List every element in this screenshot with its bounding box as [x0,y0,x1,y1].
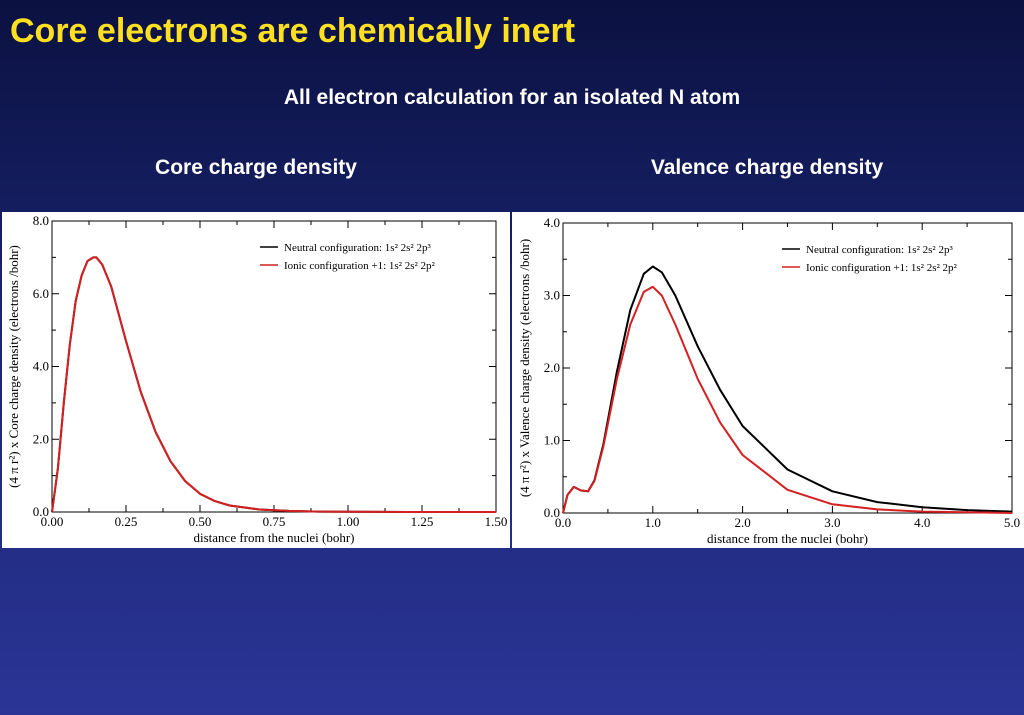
legend-label-1: Ionic configuration +1: 1s² 2s² 2p² [284,260,436,272]
y-tick-label: 1.0 [544,433,560,448]
x-tick-label: 1.00 [337,514,360,529]
y-tick-label: 4.0 [33,359,49,374]
y-tick-label: 0.0 [544,505,560,520]
x-tick-label: 0.25 [115,514,138,529]
y-tick-label: 2.0 [33,431,49,446]
slide-title: Core electrons are chemically inert [10,12,576,50]
y-tick-label: 6.0 [33,286,49,301]
x-tick-label: 1.25 [411,514,434,529]
legend-label-0: Neutral configuration: 1s² 2s² 2p³ [284,242,431,254]
core-density-plot: 0.00 0.25 0.50 0.75 1.00 1.25 1.50 0.0 2.0 4.0 6.0… [6,213,508,545]
y-tick-label: 8.0 [33,213,49,228]
x-tick-label: 5.0 [1004,515,1020,530]
y-axis-label: (4 π r²) x Valence charge density (elect… [517,239,532,497]
y-tick-label: 0.0 [33,504,49,519]
x-tick-label: 1.50 [485,514,508,529]
valence-chart-heading: Valence charge density [650,156,884,179]
y-tick-label: 2.0 [544,360,560,375]
y-tick-label: 3.0 [544,288,560,303]
series-line-1 [51,256,496,513]
x-tick-label: 2.0 [734,515,750,530]
legend-label-1: Ionic configuration +1: 1s² 2s² 2p² [806,262,958,274]
x-axis-label: distance from the nuclei (bohr) [707,531,868,546]
y-tick-label: 4.0 [544,215,560,230]
core-chart-heading: Core charge density [155,156,357,179]
x-tick-label: 0.00 [41,514,64,529]
x-tick-label: 0.0 [555,515,571,530]
x-tick-label: 0.75 [263,514,286,529]
series-line-1 [562,285,1013,514]
x-tick-label: 1.0 [645,515,661,530]
series-line-0 [562,265,1013,514]
x-tick-label: 0.50 [189,514,212,529]
x-axis-label: distance from the nuclei (bohr) [194,530,355,545]
x-tick-label: 3.0 [824,515,840,530]
legend-label-0: Neutral configuration: 1s² 2s² 2p³ [806,244,953,256]
core-density-chart: 0.00 0.25 0.50 0.75 1.00 1.25 1.50 0.0 2.0 4.0 6.0… [2,212,510,548]
series-line-0 [51,256,496,513]
x-tick-label: 4.0 [914,515,930,530]
valence-density-plot: 0.0 1.0 2.0 3.0 4.0 5.0 0.0 1.0 2.0 3.0 4.0 distanc… [517,215,1020,546]
slide-subtitle: All electron calculation for an isolated… [283,86,741,109]
valence-density-chart: 0.0 1.0 2.0 3.0 4.0 5.0 0.0 1.0 2.0 3.0 4.0 distanc… [512,212,1024,548]
y-axis-label: (4 π r²) x Core charge density (electron… [6,245,21,488]
